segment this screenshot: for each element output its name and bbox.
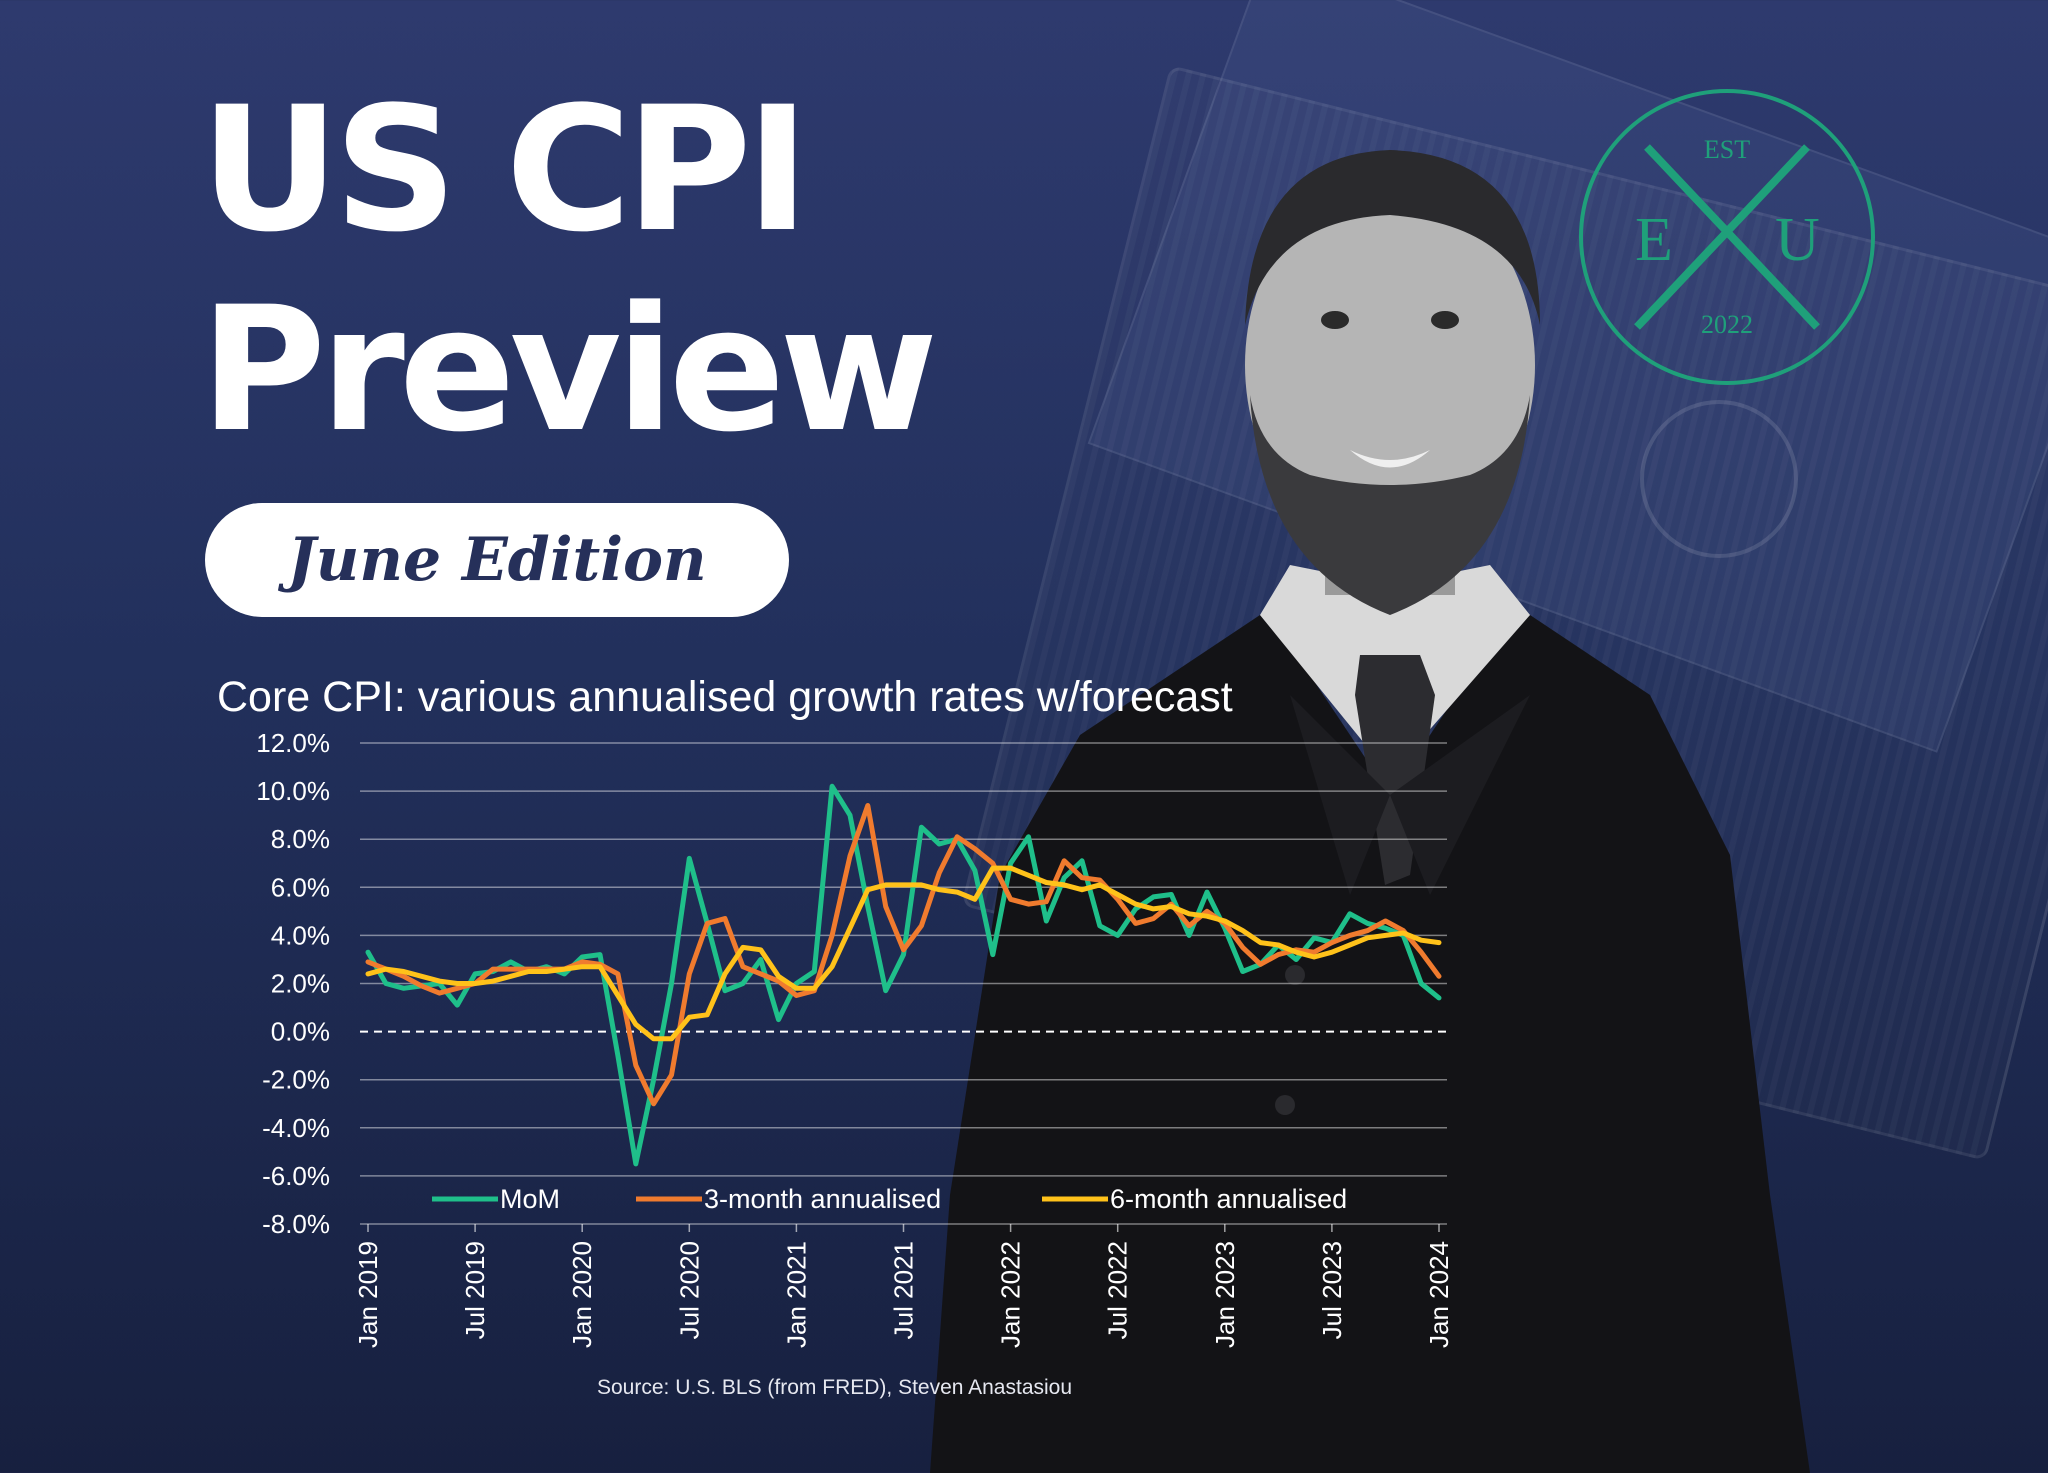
page-title: US CPI Preview (200, 69, 938, 470)
y-tick-label: -4.0% (262, 1113, 330, 1143)
x-tick-label: Jan 2020 (567, 1241, 597, 1348)
x-axis-ticks: Jan 2019 Jul 2019 Jan 2020 Jul 2020 Jan 2021… (353, 1224, 1454, 1348)
x-tick-label: Jan 2023 (1210, 1241, 1240, 1348)
y-tick-label: -6.0% (262, 1161, 330, 1191)
x-tick-label: Jan 2024 (1424, 1241, 1454, 1348)
logo-cross-stroke-2 (1644, 144, 1820, 330)
chart-series (365, 783, 1442, 1167)
title-line-1: US CPI (200, 69, 810, 270)
edition-label: June Edition (287, 525, 707, 595)
logo-est: EST (1704, 135, 1750, 164)
chart-gridlines (360, 742, 1447, 1225)
y-tick-label: -2.0% (262, 1065, 330, 1095)
x-tick-label: Jul 2020 (674, 1241, 704, 1339)
x-tick-label: Jul 2022 (1103, 1241, 1133, 1339)
x-tick-label: Jan 2021 (781, 1241, 811, 1348)
y-tick-label: 8.0% (271, 824, 330, 854)
x-tick-label: Jan 2022 (996, 1241, 1026, 1348)
y-tick-label: 10.0% (256, 776, 330, 806)
logo-year: 2022 (1701, 310, 1753, 339)
series-line-3 (365, 865, 1442, 1042)
logo-letter-u: U (1775, 206, 1820, 274)
edition-badge: June Edition (205, 503, 789, 617)
y-tick-label: 6.0% (271, 872, 330, 902)
chart-title: Core CPI: various annualised growth rate… (217, 673, 1233, 721)
series-line-1 (365, 783, 1442, 1167)
y-tick-label: -8.0% (262, 1209, 330, 1239)
presenter-photo (930, 150, 1810, 1473)
source-note: Source: U.S. BLS (from FRED), Steven Ana… (597, 1376, 1073, 1399)
logo-letter-e: E (1635, 206, 1673, 274)
y-tick-label: 2.0% (271, 969, 330, 999)
x-tick-label: Jan 2019 (353, 1241, 383, 1348)
y-tick-label: 12.0% (256, 728, 330, 758)
y-axis-ticks: 12.0% 10.0% 8.0% 6.0% 4.0% 2.0% 0.0% -2.0% -4.0%… (256, 728, 330, 1239)
banknote-seal (1640, 400, 1798, 558)
legend-label-2: 3-month annualised (704, 1184, 941, 1214)
legend-label-3: 6-month annualised (1110, 1184, 1347, 1214)
y-tick-label: 0.0% (271, 1017, 330, 1047)
logo-cross-stroke-1 (1634, 144, 1810, 330)
x-tick-label: Jul 2023 (1317, 1241, 1347, 1339)
x-tick-label: Jul 2021 (889, 1241, 919, 1339)
title-line-2: Preview (200, 269, 938, 470)
logo-ring (1579, 89, 1875, 385)
y-tick-label: 4.0% (271, 920, 330, 950)
legend-label-1: MoM (500, 1184, 560, 1214)
exu-logo: EST E X U 2022 (1579, 89, 1875, 385)
chart-legend: MoM 3-month annualised 6-month annualised (432, 1184, 1347, 1214)
x-tick-label: Jul 2019 (460, 1241, 490, 1339)
